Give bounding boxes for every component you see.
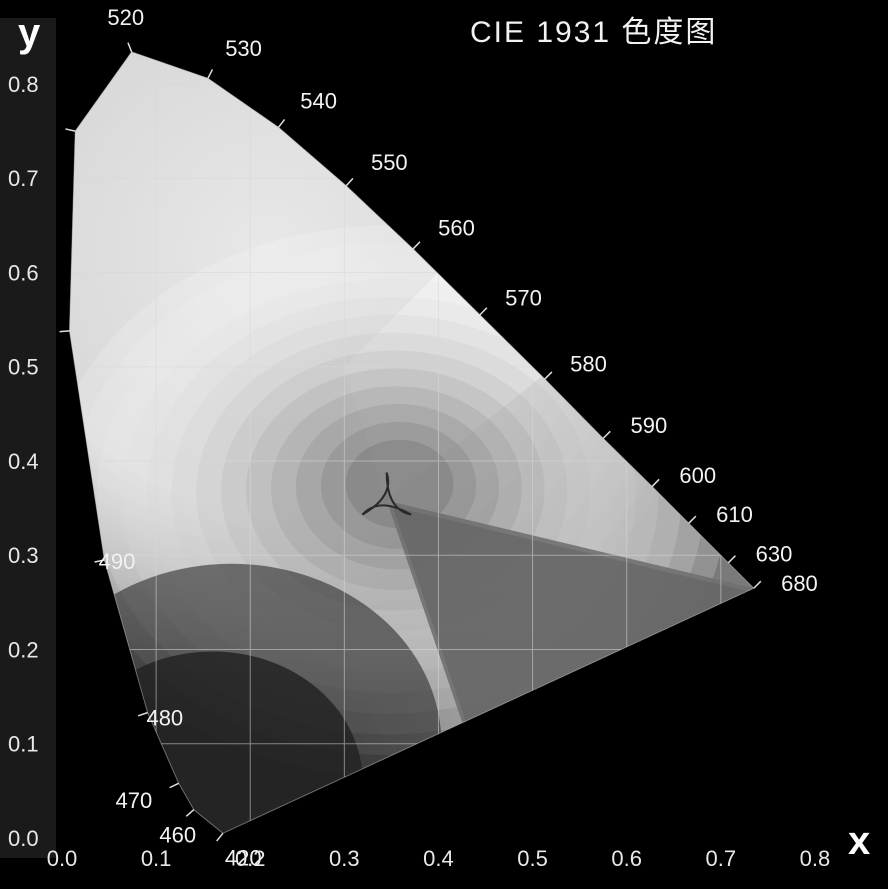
wavelength-630-label: 630: [756, 541, 793, 566]
x-tick-0.2: 0.2: [235, 846, 266, 871]
wavelength-680-label: 680: [781, 571, 818, 596]
wavelength-560-label: 560: [438, 215, 475, 240]
y-axis-label: y: [18, 11, 41, 55]
wavelength-480-label: 480: [146, 706, 183, 731]
y-tick-0.8: 0.8: [8, 72, 39, 97]
wavelength-580-label: 580: [570, 352, 607, 377]
y-tick-0.5: 0.5: [8, 355, 39, 380]
x-tick-0.5: 0.5: [517, 846, 548, 871]
x-tick-0.4: 0.4: [423, 846, 454, 871]
wavelength-600-label: 600: [679, 463, 716, 488]
wavelength-590-label: 590: [630, 413, 667, 438]
x-tick-0.6: 0.6: [611, 846, 642, 871]
y-tick-0.3: 0.3: [8, 543, 39, 568]
wavelength-550-label: 550: [371, 150, 408, 175]
x-tick-0.7: 0.7: [706, 846, 737, 871]
chart-title: CIE 1931 色度图: [470, 16, 717, 49]
wavelength-540-label: 540: [300, 89, 337, 114]
wavelength-570-label: 570: [505, 286, 542, 311]
wavelength-470-label: 470: [116, 788, 153, 813]
wavelength-490-label: 490: [99, 549, 136, 574]
y-tick-0.4: 0.4: [8, 449, 39, 474]
y-tick-0.2: 0.2: [8, 637, 39, 662]
y-tick-0.7: 0.7: [8, 166, 39, 191]
wavelength-530-label: 530: [225, 36, 262, 61]
wavelength-520-label: 520: [107, 5, 144, 30]
wavelength-610-label: 610: [716, 502, 753, 527]
x-tick-0.3: 0.3: [329, 846, 360, 871]
cie-1931-chromaticity-diagram: { "chart": { "type": "chromaticity-diagr…: [0, 0, 888, 889]
x-axis-label: x: [848, 819, 870, 863]
y-tick-0: 0.0: [8, 826, 39, 851]
wavelength-460-label: 460: [159, 822, 196, 847]
y-tick-0.1: 0.1: [8, 732, 39, 757]
y-tick-0.6: 0.6: [8, 260, 39, 285]
x-tick-0.8: 0.8: [800, 846, 831, 871]
x-tick-0: 0.0: [47, 846, 78, 871]
chart-canvas: 4204604704804905105205305405505605705805…: [0, 0, 888, 889]
x-tick-0.1: 0.1: [141, 846, 172, 871]
